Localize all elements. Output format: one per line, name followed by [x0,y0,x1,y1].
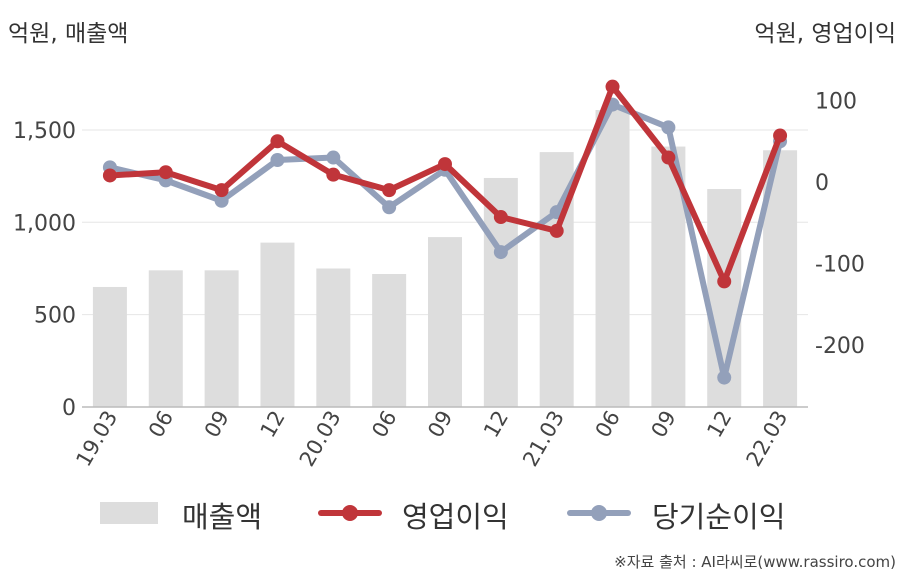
point-operating-profit [605,79,620,94]
legend-label-operating-profit: 영업이익 [402,500,509,534]
bar-sales [148,270,183,407]
right-tick-label: 100 [815,90,857,115]
bar-sales [204,270,239,407]
bar-sales [595,110,630,407]
point-operating-profit [717,274,732,289]
source-note: ※자료 출처 : AI라씨로(www.rassiro.com) [614,553,896,571]
point-net-income [382,200,397,215]
point-net-income [661,120,676,135]
legend-label-net-income: 당기순이익 [652,500,786,534]
point-net-income [214,193,229,208]
bar-sales [92,286,127,407]
point-operating-profit [493,210,508,225]
point-operating-profit [438,157,452,172]
point-operating-profit [773,128,788,143]
x-tick-label: 09 [423,407,457,442]
right-axis-unit: 억원, 영업이익 [754,21,896,47]
point-operating-profit [661,150,676,165]
point-operating-profit [382,183,397,198]
point-net-income [326,150,341,165]
x-tick-label: 12 [256,407,290,442]
legend-dot-net-income [591,505,607,521]
right-tick-label: -100 [815,253,865,278]
legend-dot-operating-profit [342,505,358,521]
point-operating-profit [270,134,285,149]
left-tick-label: 1,500 [13,119,76,144]
legend-label-sales: 매출액 [182,500,263,534]
point-operating-profit [214,183,229,198]
x-tick-label: 06 [591,407,625,442]
x-tick-label: 09 [647,407,681,442]
x-tick-label: 06 [144,407,178,442]
left-axis-unit: 억원, 매출액 [8,21,129,47]
x-tick-label: 09 [200,407,234,442]
left-tick-label: 1,000 [13,211,76,236]
point-net-income [493,245,508,260]
point-net-income [270,152,285,167]
x-tick-label: 21.03 [518,407,569,471]
x-tick-label: 20.03 [295,407,346,471]
x-tick-label: 12 [479,407,513,442]
point-net-income [717,370,732,385]
bar-sales [260,242,295,407]
point-operating-profit [326,167,341,182]
right-tick-label: -200 [815,334,865,359]
x-tick-label: 12 [702,407,736,442]
point-operating-profit [102,168,117,183]
bar-sales [428,237,462,407]
x-tick-label: 06 [367,407,401,442]
point-operating-profit [549,223,564,238]
right-tick-label: 0 [815,171,829,196]
left-tick-label: 0 [62,396,76,421]
x-tick-label: 19.03 [71,407,122,471]
bar-sales [316,268,351,407]
point-operating-profit [158,165,173,180]
legend-swatch-sales [100,502,158,524]
x-tick-label: 22.03 [742,407,793,471]
left-tick-label: 500 [34,304,76,329]
legend: 매출액 영업이익 당기순이익 [0,490,908,536]
bar-sales [372,274,407,407]
